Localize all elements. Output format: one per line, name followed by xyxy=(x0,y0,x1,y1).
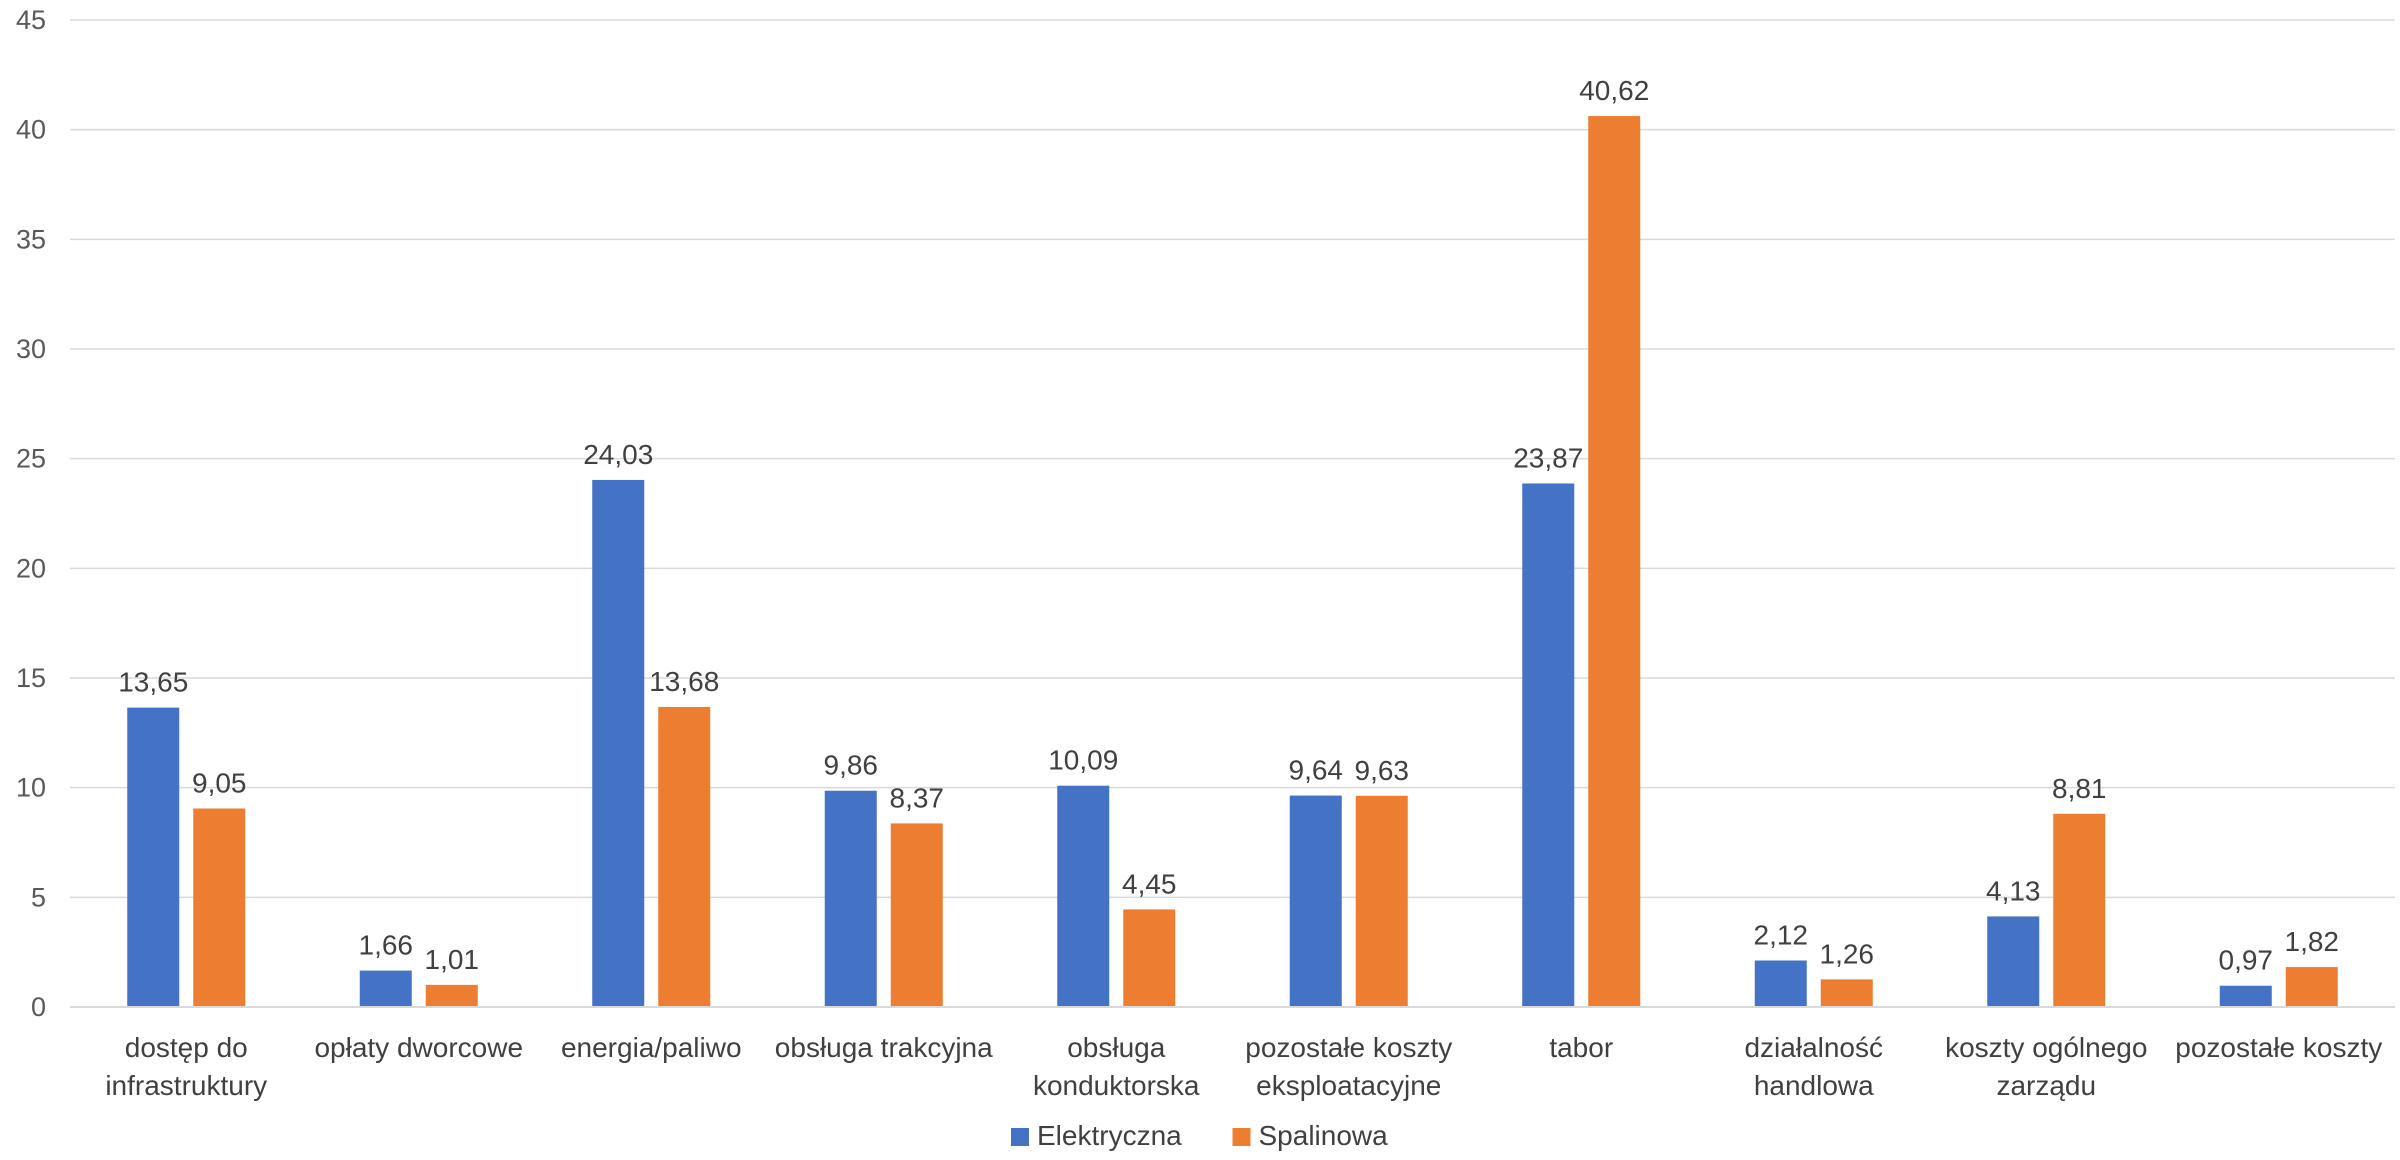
x-category-label: pozostałe koszty eksploatacyjne xyxy=(1245,1032,1452,1101)
x-category-label-line: dostęp do xyxy=(125,1032,248,1063)
data-label-spalinowa-8: 8,81 xyxy=(2052,773,2107,804)
y-tick-label: 40 xyxy=(16,115,46,145)
y-tick-label: 35 xyxy=(16,224,46,254)
x-category-label-line: koszty ogólnego xyxy=(1945,1032,2147,1063)
data-label-elektryczna-5: 9,64 xyxy=(1289,755,1344,786)
data-label-spalinowa-0: 9,05 xyxy=(192,768,247,799)
y-tick-label: 0 xyxy=(31,992,46,1022)
x-category-label-line: działalność xyxy=(1744,1032,1883,1063)
x-category-label-line: opłaty dworcowe xyxy=(314,1032,523,1063)
x-category-label-line: handlowa xyxy=(1754,1070,1874,1101)
data-label-spalinowa-6: 40,62 xyxy=(1579,75,1649,106)
gridlines xyxy=(70,19,2395,899)
x-category-label-line: tabor xyxy=(1549,1032,1613,1063)
bar-spalinowa-5 xyxy=(1355,795,1408,1007)
x-category-label-line: zarządu xyxy=(1996,1070,2096,1101)
data-label-elektryczna-6: 23,87 xyxy=(1513,442,1583,473)
x-category-label-line: infrastruktury xyxy=(105,1070,267,1101)
bar-spalinowa-7 xyxy=(1820,979,1873,1007)
y-tick-label: 20 xyxy=(16,553,46,583)
data-label-spalinowa-7: 1,26 xyxy=(1820,938,1875,969)
y-tick-label: 15 xyxy=(16,663,46,693)
bars xyxy=(127,116,2338,1008)
bar-elektryczna-7 xyxy=(1754,960,1807,1007)
y-tick-label: 10 xyxy=(16,773,46,803)
legend-swatch-elektryczna xyxy=(1011,1128,1029,1146)
bar-elektryczna-3 xyxy=(824,790,877,1007)
bar-elektryczna-0 xyxy=(127,707,180,1007)
bar-elektryczna-8 xyxy=(1987,916,2040,1007)
bar-spalinowa-4 xyxy=(1123,909,1176,1007)
data-label-elektryczna-1: 1,66 xyxy=(359,930,414,961)
bar-spalinowa-0 xyxy=(193,808,246,1007)
bar-elektryczna-2 xyxy=(592,479,645,1007)
data-label-spalinowa-1: 1,01 xyxy=(425,944,480,975)
x-category-label: tabor xyxy=(1549,1032,1613,1063)
x-category-label-line: konduktorska xyxy=(1033,1070,1200,1101)
bar-elektryczna-6 xyxy=(1522,483,1575,1008)
bar-spalinowa-8 xyxy=(2053,813,2106,1007)
x-category-label-line: obsługa trakcyjna xyxy=(775,1032,993,1063)
data-label-elektryczna-9: 0,97 xyxy=(2219,945,2274,976)
x-category-label-line: eksploatacyjne xyxy=(1256,1070,1441,1101)
data-label-spalinowa-9: 1,82 xyxy=(2285,926,2340,957)
legend: Elektryczna Spalinowa xyxy=(1011,1120,1388,1151)
x-category-label: pozostałe koszty xyxy=(2175,1032,2382,1063)
x-category-label: obsługa konduktorska xyxy=(1033,1032,1200,1101)
data-label-spalinowa-4: 4,45 xyxy=(1122,868,1177,899)
data-label-elektryczna-3: 9,86 xyxy=(824,750,879,781)
x-category-label-line: pozostałe koszty xyxy=(1245,1032,1452,1063)
data-label-spalinowa-2: 13,68 xyxy=(649,666,719,697)
bar-elektryczna-4 xyxy=(1057,785,1110,1007)
x-category-label: działalność handlowa xyxy=(1744,1032,1883,1101)
x-category-label: koszty ogólnego zarządu xyxy=(1945,1032,2147,1101)
x-axis: dostęp do infrastruktury opłaty dworcowe en… xyxy=(70,1006,2395,1101)
bar-elektryczna-9 xyxy=(2219,985,2272,1007)
y-tick-label: 30 xyxy=(16,334,46,364)
legend-label-spalinowa: Spalinowa xyxy=(1259,1120,1389,1151)
bar-spalinowa-2 xyxy=(658,706,711,1007)
x-category-label-line: energia/paliwo xyxy=(561,1032,742,1063)
y-tick-label: 45 xyxy=(16,5,46,35)
y-tick-label: 5 xyxy=(31,882,46,912)
x-category-label: opłaty dworcowe xyxy=(314,1032,523,1063)
data-label-elektryczna-7: 2,12 xyxy=(1754,920,1809,951)
legend-label-elektryczna: Elektryczna xyxy=(1037,1120,1182,1151)
bar-elektryczna-5 xyxy=(1289,795,1342,1007)
data-label-elektryczna-0: 13,65 xyxy=(118,667,188,698)
data-label-spalinowa-3: 8,37 xyxy=(890,782,945,813)
bar-elektryczna-1 xyxy=(359,970,412,1007)
bar-spalinowa-9 xyxy=(2285,967,2338,1007)
bar-spalinowa-6 xyxy=(1588,116,1641,1008)
y-axis-tick-labels: 0 5 10 15 20 25 30 35 40 45 xyxy=(16,5,46,1022)
bar-spalinowa-3 xyxy=(890,823,943,1007)
x-category-label: energia/paliwo xyxy=(561,1032,742,1063)
data-label-elektryczna-8: 4,13 xyxy=(1986,875,2041,906)
bar-spalinowa-1 xyxy=(425,984,478,1007)
x-category-label-line: pozostałe koszty xyxy=(2175,1032,2382,1063)
data-labels: 13,65 9,05 1,66 1,01 24,03 13,68 9,86 8,37 10,09… xyxy=(118,75,2339,976)
data-label-elektryczna-4: 10,09 xyxy=(1048,745,1118,776)
data-label-spalinowa-5: 9,63 xyxy=(1355,755,1410,786)
legend-swatch-spalinowa xyxy=(1232,1128,1251,1146)
y-tick-label: 25 xyxy=(16,444,46,474)
x-category-label-line: obsługa xyxy=(1067,1032,1166,1063)
x-category-label: obsługa trakcyjna xyxy=(775,1032,993,1063)
data-label-elektryczna-2: 24,03 xyxy=(583,439,653,470)
x-category-label: dostęp do infrastruktury xyxy=(105,1032,267,1101)
